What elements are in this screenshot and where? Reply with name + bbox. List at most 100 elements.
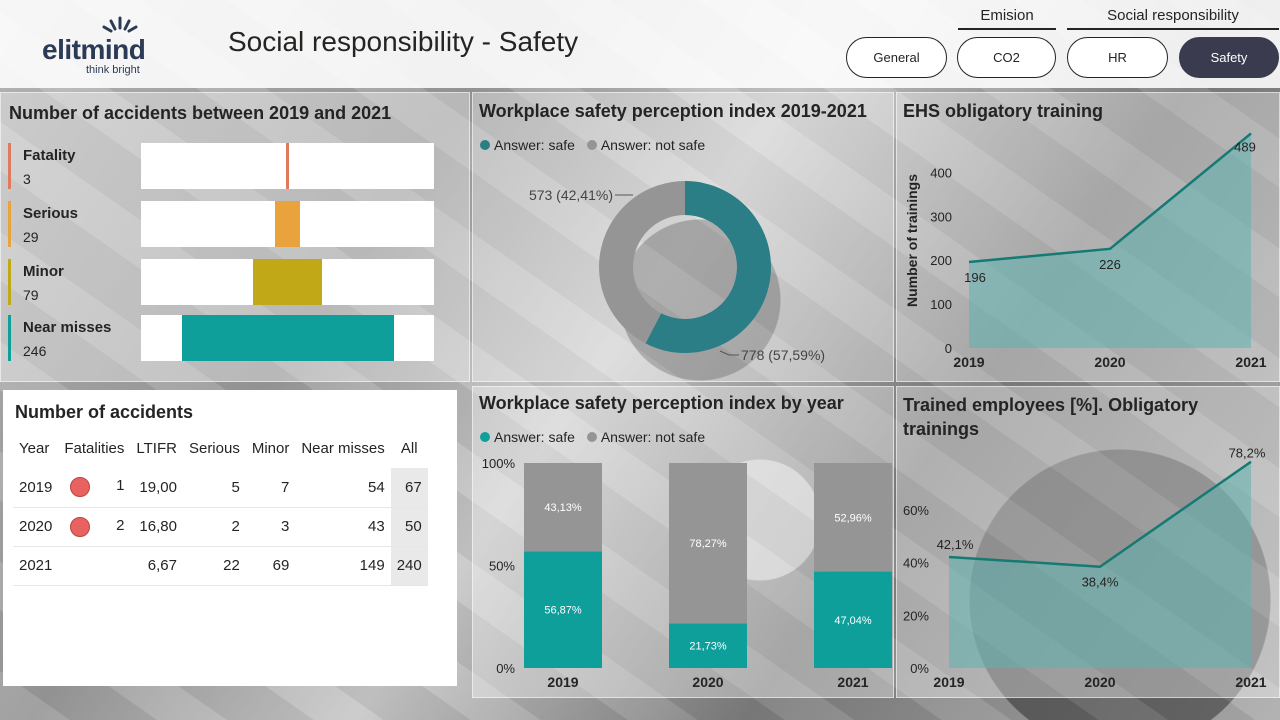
donut-chart-title: Workplace safety perception index 2019-2… (479, 101, 867, 121)
accident-type-row[interactable]: Minor 79 (8, 259, 434, 305)
table-header-cell[interactable]: LTIFR (136, 439, 177, 457)
fatality-indicator-icon (70, 477, 91, 498)
cell-all: 67 (390, 468, 428, 508)
accident-type-row[interactable]: Serious 29 (8, 201, 434, 247)
x-tick-label: 2019 (933, 674, 964, 690)
y-tick-label: 300 (930, 209, 952, 224)
logo-sun-icon (102, 16, 138, 33)
accidents-table: Year Fatalities LTIFR Serious Minor Near miss… (13, 428, 428, 586)
bar-legend-safe[interactable]: Answer: safe (480, 429, 575, 445)
x-tick-label: 2021 (837, 674, 868, 690)
donut-slice[interactable] (645, 181, 771, 353)
legend-safe[interactable]: Answer: safe (480, 137, 575, 153)
table-header-cell[interactable]: Year (19, 439, 50, 457)
accident-bar[interactable] (286, 143, 289, 189)
bar-safe[interactable] (524, 551, 602, 668)
bar-data-label: 21,73% (689, 641, 727, 653)
data-label: 196 (964, 270, 986, 285)
table-header-cell[interactable]: Minor (251, 439, 290, 457)
accident-bar[interactable] (181, 315, 394, 361)
legend-safe-label: Answer: safe (494, 137, 575, 153)
y-tick-label: 0% (910, 661, 929, 676)
donut-slice[interactable] (599, 181, 685, 344)
accident-bar[interactable] (253, 259, 322, 305)
nav-button-safety[interactable]: Safety (1179, 37, 1279, 78)
accident-type-row[interactable]: Fatality 3 (8, 143, 434, 189)
accident-color-strip (8, 201, 11, 247)
cell-ltifr: 19,00 (130, 468, 183, 508)
data-label: 489 (1234, 139, 1256, 154)
cell-serious: 22 (182, 546, 246, 586)
bar-legend-not-safe[interactable]: Answer: not safe (586, 429, 705, 445)
series-line[interactable] (948, 460, 1252, 568)
table-header-cell[interactable]: All (400, 439, 418, 457)
accident-type-value: 29 (23, 229, 39, 245)
nav-button-general[interactable]: General (846, 37, 947, 78)
cell-year: 2020 (13, 507, 59, 547)
cell-year: 2019 (13, 468, 59, 508)
table-row[interactable]: 2020 2 16,80 2 3 43 50 (13, 507, 428, 547)
bar-safe[interactable] (669, 623, 747, 668)
accident-bar-track (141, 259, 434, 305)
accident-bar-track (141, 315, 434, 361)
bar-safe[interactable] (814, 571, 892, 668)
data-label: 38,4% (1082, 575, 1119, 590)
logo-wordmark: elitmind (42, 34, 146, 65)
cell-near-misses: 54 (295, 468, 391, 508)
legend-not-safe[interactable]: Answer: not safe (586, 137, 705, 153)
table-header-cell[interactable]: Fatalities (64, 439, 125, 457)
table-row[interactable]: 2021 6,67 22 69 149 240 (13, 546, 428, 586)
trained-chart-title: Trained employees [%]. Obligatory traini… (903, 395, 1199, 439)
y-tick-label: 60% (903, 503, 929, 518)
cell-fatalities-value: 2 (116, 516, 125, 534)
cell-all: 240 (390, 546, 428, 586)
accident-color-strip (8, 315, 11, 361)
x-tick-label: 2021 (1235, 354, 1266, 370)
donut-data-label: 573 (42,41%) (529, 187, 613, 203)
accidents-card-panel: Number of accidents between 2019 and 202… (0, 92, 470, 382)
nav-button-hr[interactable]: HR (1067, 37, 1168, 78)
accident-type-name: Fatality (23, 147, 76, 164)
bar-legend-not-safe-swatch (586, 432, 597, 442)
accidents-table-panel: Number of accidents Year Fatalities LTIFR S… (3, 390, 457, 686)
cell-fatalities (58, 546, 131, 586)
cell-all: 50 (390, 507, 428, 547)
bar-data-label: 47,04% (834, 615, 872, 627)
y-tick-label: 50% (489, 559, 515, 574)
table-header-cell[interactable]: Near misses (301, 439, 385, 457)
accident-bar[interactable] (275, 201, 300, 247)
cell-minor: 7 (245, 468, 296, 508)
accidents-table-title: Number of accidents (15, 402, 194, 422)
y-tick-label: 0% (496, 661, 515, 676)
nav-button-co2[interactable]: CO2 (957, 37, 1056, 78)
bar-not-safe[interactable] (814, 463, 892, 572)
bar-not-safe[interactable] (669, 463, 747, 624)
data-label: 78,2% (1229, 446, 1266, 461)
accident-bar-track (141, 143, 434, 189)
trained-area-chart: 0% 20% 40% 60% 42,1% 38,4% 78,2% 2019 2020 2021 (903, 446, 1267, 690)
bar-not-safe[interactable] (524, 463, 602, 552)
perception-donut-panel: Workplace safety perception index 2019-2… (472, 92, 894, 382)
accident-type-row[interactable]: Near misses 246 (8, 315, 434, 361)
accident-type-value: 3 (23, 171, 31, 187)
header-bar: elitmind think bright Social responsibil… (0, 0, 1280, 88)
cell-ltifr: 16,80 (130, 507, 183, 547)
legend-not-safe-swatch (586, 140, 597, 150)
y-tick-label: 100% (482, 456, 516, 471)
table-row[interactable]: 2019 1 19,00 5 7 54 67 (13, 468, 428, 508)
cell-near-misses: 43 (295, 507, 391, 547)
bar-legend: Answer: safe Answer: not safe (480, 429, 713, 445)
bar-legend-safe-swatch (480, 432, 490, 442)
accident-type-value: 79 (23, 287, 39, 303)
x-tick-label: 2020 (1094, 354, 1125, 370)
logo-tagline: think bright (86, 64, 140, 76)
y-tick-label: 400 (930, 165, 952, 180)
x-tick-label: 2020 (692, 674, 723, 690)
cell-ltifr: 6,67 (130, 546, 183, 586)
fatality-indicator-icon (70, 516, 91, 537)
series-line[interactable] (968, 132, 1252, 264)
table-header-cell[interactable]: Serious (188, 439, 240, 457)
y-tick-label: 100 (930, 297, 952, 312)
data-label: 226 (1099, 257, 1121, 272)
accident-type-value: 246 (23, 343, 47, 359)
